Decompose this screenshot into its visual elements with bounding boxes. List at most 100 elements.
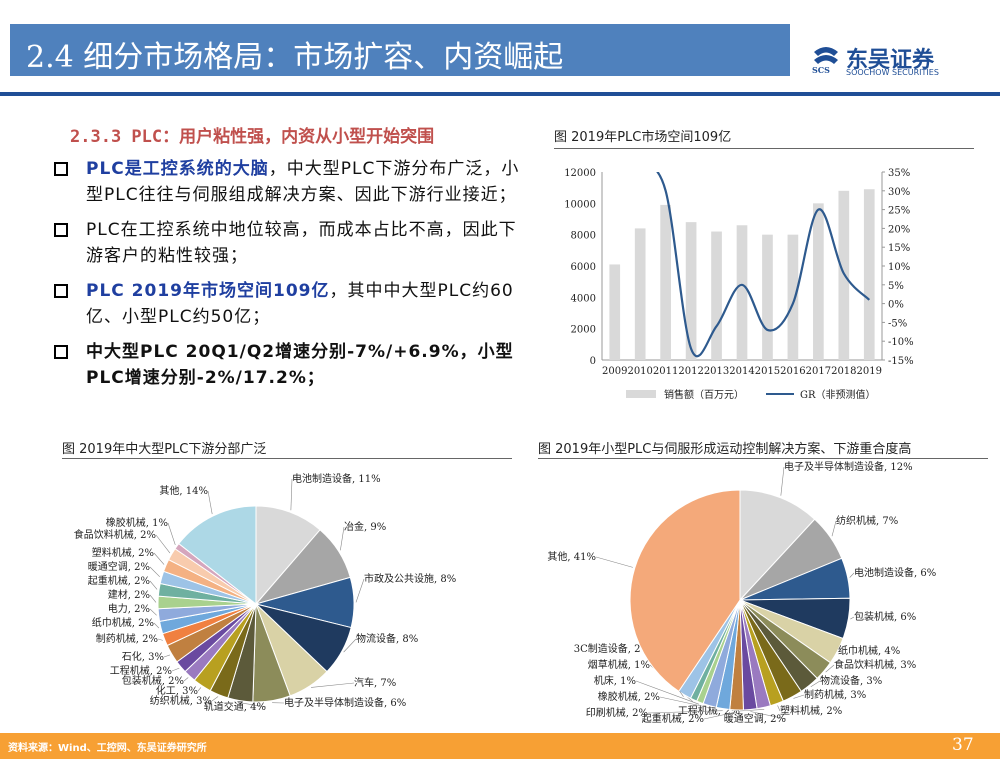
x-tick-label: 2017	[806, 366, 831, 377]
x-tick-label: 2012	[678, 366, 703, 377]
pie-label: 3C制造设备, 2%	[574, 642, 650, 655]
figure-caption-small-plc: 图 2019年小型PLC与伺服形成运动控制解决方案、下游重合度高	[538, 442, 912, 457]
square-bullet-icon	[54, 162, 68, 176]
bar-2019	[863, 189, 875, 360]
pie-leader-line	[739, 709, 765, 712]
pie-label: 制药机械, 2%	[96, 632, 158, 645]
pie-leader-line	[825, 664, 835, 673]
pie-label: 电池制造设备, 6%	[854, 566, 936, 579]
bullet-lead: PLC 2019年市场空间109亿	[86, 281, 330, 301]
square-bullet-icon	[54, 284, 68, 298]
square-bullet-icon	[54, 345, 68, 359]
pie-leader-line	[171, 667, 180, 672]
pie-leader-line	[197, 687, 202, 692]
small-plc-downstream-pie: 电子及半导体制造设备, 12% 纺织机械, 7% 电池制造设备, 6% 包装机械, 6…	[547, 460, 936, 725]
pie-leader-line	[355, 578, 365, 603]
pie-label: 包装机械, 6%	[854, 610, 916, 623]
figure-caption-large-plc: 图 2019年中大型PLC下游分部广泛	[62, 442, 267, 457]
pie-label: 市政及公共设施, 8%	[364, 572, 456, 585]
bar-2017	[813, 203, 824, 360]
brand-logo: SCS 东吴证券 SOOCHOW SECURITIES	[806, 40, 986, 80]
bar-2010	[634, 228, 646, 360]
pie-leader-line	[167, 522, 176, 546]
pie-label: 纺织机械, 7%	[836, 514, 898, 527]
pie-leader-line	[850, 616, 855, 620]
y-tick-label-right: 20%	[888, 224, 910, 235]
pie-label: 电力, 2%	[108, 602, 150, 615]
pie-leader-line	[311, 682, 355, 688]
pie-leader-line	[211, 696, 219, 702]
pie-leader-line	[810, 680, 821, 688]
pie-leader-line	[780, 466, 785, 496]
pie-leader-line	[340, 526, 345, 551]
pie-label: 包装机械, 2%	[122, 674, 184, 687]
caption-underline	[62, 458, 512, 459]
x-tick-label: 2014	[729, 366, 754, 377]
pie-label: 烟草机械, 1%	[588, 658, 650, 671]
y-tick-label-right: -5%	[888, 318, 907, 329]
page-number: 37	[952, 735, 974, 755]
pie-leader-line	[149, 608, 157, 616]
pie-leader-line	[153, 552, 165, 565]
svg-text:SCS: SCS	[812, 65, 830, 74]
x-tick-label: 2016	[780, 366, 805, 377]
header-divider	[0, 92, 1000, 96]
pie-leader-line	[849, 572, 855, 578]
pie-label: 电子及半导体制造设备, 12%	[784, 460, 913, 473]
pie-leader-line	[153, 622, 160, 629]
bar-2014	[736, 225, 748, 360]
bar-2016	[787, 234, 799, 360]
pie-label: 汽车, 7%	[354, 676, 396, 689]
pie-label: 纸巾机械, 4%	[838, 644, 900, 657]
pie-label: 电子及半导体制造设备, 6%	[284, 696, 406, 709]
pie-leader-line	[149, 580, 158, 590]
pie-leader-line	[207, 490, 213, 515]
pie-leader-line	[793, 694, 805, 699]
bullet-text: PLC在工控系统中地位较高，而成本占比不高，因此下游客户的粘性较强；	[86, 220, 517, 266]
pie-label: 轨道交通, 4%	[204, 700, 266, 713]
bullet-item: PLC是工控系统的大脑，中大型PLC下游分布广泛，小型PLC往往与伺服组成解决方…	[54, 156, 524, 208]
caption-underline	[554, 148, 974, 149]
bullet-item: PLC 2019年市场空间109亿，其中中大型PLC约60亿、小型PLC约50亿…	[54, 278, 524, 330]
y-tick-label-left: 6000	[571, 262, 596, 273]
pie-label: 工程机械, 2%	[110, 664, 172, 677]
x-tick-label: 2010	[627, 366, 652, 377]
pie-slice	[629, 489, 741, 693]
bullet-item: 中大型PLC 20Q1/Q2增速分别-7%/+6.9%，小型PLC增速分别-2%…	[54, 339, 524, 391]
pie-label: 塑料机械, 2%	[92, 546, 154, 559]
y-tick-label-right: 15%	[888, 243, 910, 254]
logo-text-cn: 东吴证券	[846, 48, 935, 73]
pie-label: 橡胶机械, 1%	[106, 516, 168, 529]
pie-leader-line	[831, 520, 837, 537]
pie-label: 其他, 41%	[547, 550, 596, 563]
pie-label: 食品饮料机械, 2%	[74, 528, 156, 541]
pie-slice	[739, 489, 816, 602]
pie-label: 印刷机械, 2%	[586, 706, 648, 719]
logo-text-en: SOOCHOW SECURITIES	[846, 68, 939, 77]
legend-label-sales: 销售额（百万元）	[664, 388, 744, 401]
y-tick-label-right: 0%	[888, 300, 904, 311]
x-tick-label: 2015	[755, 366, 780, 377]
pie-label: 橡胶机械, 2%	[598, 690, 660, 703]
pie-label: 电池制造设备, 11%	[292, 472, 381, 485]
growth-rate-line	[656, 172, 871, 358]
y-tick-label-right: -15%	[888, 356, 914, 367]
page-title: 2.4 细分市场格局：市场扩容、内资崛起	[26, 40, 564, 75]
pie-leader-line	[837, 650, 840, 653]
pie-label: 暖通空调, 2%	[88, 560, 150, 573]
pie-leader-line	[290, 478, 293, 511]
y-tick-label-right: 10%	[888, 262, 910, 273]
bullet-lead: 中大型PLC 20Q1/Q2增速分别-7%/+6.9%，小型PLC增速分别-2%…	[86, 342, 514, 388]
bar-2012	[685, 222, 697, 360]
bullet-item: PLC在工控系统中地位较高，而成本占比不高，因此下游客户的粘性较强；	[54, 217, 524, 269]
bullet-lead: PLC是工控系统的大脑	[86, 159, 269, 179]
pie-leader-line	[239, 702, 267, 708]
x-tick-label: 2011	[653, 366, 678, 377]
x-tick-label: 2018	[831, 366, 856, 377]
pie-leader-line	[595, 556, 633, 568]
pie-label: 起重机械, 2%	[88, 574, 150, 587]
pie-label: 其他, 14%	[159, 484, 208, 497]
caption-underline	[538, 458, 988, 459]
y-tick-label-right: 25%	[888, 206, 910, 217]
x-tick-label: 2019	[857, 366, 882, 377]
